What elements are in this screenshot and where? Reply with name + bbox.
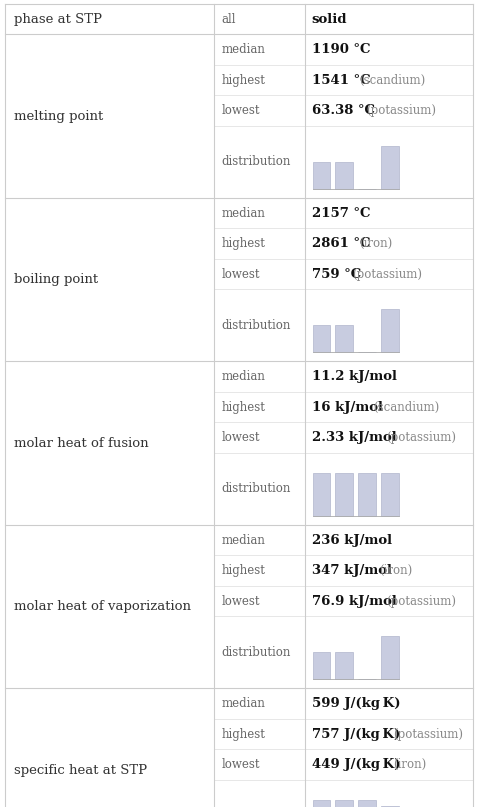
Text: median: median: [221, 370, 265, 383]
Text: (potassium): (potassium): [386, 595, 456, 608]
Text: all: all: [221, 13, 236, 26]
Text: median: median: [221, 44, 265, 56]
Text: lowest: lowest: [221, 759, 260, 771]
Bar: [313, 162, 330, 189]
Text: 2861 °C: 2861 °C: [312, 237, 370, 250]
Bar: [313, 653, 330, 679]
Bar: [381, 309, 399, 353]
Bar: [381, 473, 399, 516]
Text: highest: highest: [221, 73, 265, 86]
Text: distribution: distribution: [221, 646, 291, 659]
Text: 1190 °C: 1190 °C: [312, 44, 370, 56]
Text: median: median: [221, 207, 265, 220]
Text: 236 kJ/mol: 236 kJ/mol: [312, 533, 391, 547]
Text: molar heat of fusion: molar heat of fusion: [14, 437, 149, 449]
Text: 449 J/(kg K): 449 J/(kg K): [312, 759, 400, 771]
Bar: [358, 473, 376, 516]
Text: (iron): (iron): [393, 759, 426, 771]
Text: 2157 °C: 2157 °C: [312, 207, 370, 220]
Text: 1541 °C: 1541 °C: [312, 73, 370, 86]
Text: distribution: distribution: [221, 483, 291, 495]
Text: (potassium): (potassium): [393, 728, 463, 741]
Text: distribution: distribution: [221, 319, 291, 332]
Text: specific heat at STP: specific heat at STP: [14, 763, 147, 777]
Text: (iron): (iron): [359, 237, 392, 250]
Text: median: median: [221, 533, 265, 547]
Text: lowest: lowest: [221, 595, 260, 608]
Bar: [336, 473, 353, 516]
Text: solid: solid: [312, 13, 347, 26]
Bar: [381, 146, 399, 189]
Text: 16 kJ/mol: 16 kJ/mol: [312, 401, 382, 414]
Text: 599 J/(kg K): 599 J/(kg K): [312, 697, 400, 710]
Text: highest: highest: [221, 728, 265, 741]
Text: melting point: melting point: [14, 110, 103, 123]
Text: 759 °C: 759 °C: [312, 268, 361, 281]
Text: highest: highest: [221, 401, 265, 414]
Text: lowest: lowest: [221, 268, 260, 281]
Bar: [313, 473, 330, 516]
Text: (iron): (iron): [380, 564, 413, 577]
Bar: [336, 162, 353, 189]
Text: phase at STP: phase at STP: [14, 13, 102, 26]
Text: (potassium): (potassium): [352, 268, 423, 281]
Text: 11.2 kJ/mol: 11.2 kJ/mol: [312, 370, 397, 383]
Bar: [336, 325, 353, 353]
Text: boiling point: boiling point: [14, 274, 98, 286]
Text: lowest: lowest: [221, 104, 260, 117]
Text: 347 kJ/mol: 347 kJ/mol: [312, 564, 391, 577]
Text: 76.9 kJ/mol: 76.9 kJ/mol: [312, 595, 396, 608]
Text: median: median: [221, 697, 265, 710]
Text: (scandium): (scandium): [373, 401, 439, 414]
Text: highest: highest: [221, 564, 265, 577]
Text: molar heat of vaporization: molar heat of vaporization: [14, 600, 191, 613]
Text: (scandium): (scandium): [359, 73, 425, 86]
Bar: [313, 800, 330, 807]
Bar: [336, 653, 353, 679]
Bar: [336, 800, 353, 807]
Bar: [381, 636, 399, 679]
Text: 2.33 kJ/mol: 2.33 kJ/mol: [312, 431, 396, 444]
Text: lowest: lowest: [221, 431, 260, 444]
Text: 63.38 °C: 63.38 °C: [312, 104, 375, 117]
Text: (potassium): (potassium): [386, 431, 456, 444]
Text: (potassium): (potassium): [366, 104, 436, 117]
Bar: [358, 800, 376, 807]
Text: distribution: distribution: [221, 156, 291, 169]
Text: 757 J/(kg K): 757 J/(kg K): [312, 728, 400, 741]
Bar: [313, 325, 330, 353]
Text: highest: highest: [221, 237, 265, 250]
